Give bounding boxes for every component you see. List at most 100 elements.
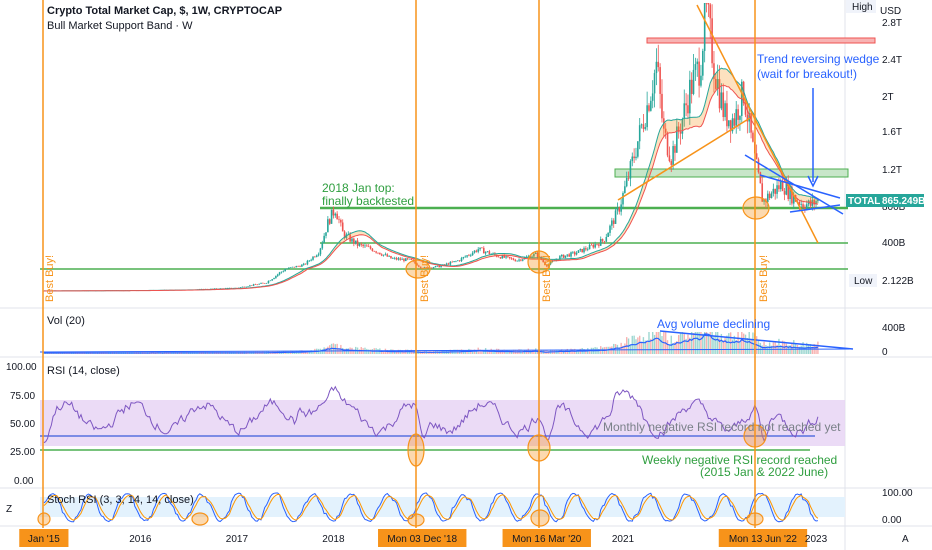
candle-body — [757, 159, 760, 173]
volume-bar — [492, 349, 494, 354]
volume-bar — [700, 332, 702, 354]
candle-body — [479, 247, 481, 250]
candle-body — [419, 266, 422, 269]
candle-body — [694, 64, 697, 70]
low-badge — [849, 274, 877, 287]
volume-bar — [728, 333, 730, 354]
candle-body — [328, 219, 331, 224]
candle-body — [570, 252, 572, 257]
candle-body — [622, 192, 624, 205]
corner-right-label[interactable]: A — [902, 534, 909, 545]
candle-body — [668, 155, 671, 162]
wedge-arrow-head — [807, 175, 819, 188]
candle-body — [700, 75, 702, 86]
volume-bar — [620, 342, 622, 354]
volume-bar — [757, 339, 760, 354]
candle-body — [568, 254, 570, 257]
corner-left-label[interactable]: Z — [6, 504, 12, 515]
candle-body — [651, 93, 654, 101]
candle-body — [696, 61, 699, 65]
candle-body — [776, 185, 778, 194]
resistance-zone-mid — [614, 168, 849, 178]
candle-body — [278, 272, 281, 275]
candle-body — [560, 254, 563, 257]
candle-body — [536, 252, 539, 258]
candle-body — [269, 280, 272, 282]
candle-body — [618, 207, 621, 212]
candle-body — [766, 193, 769, 203]
time-label-2: 2017 — [226, 534, 249, 545]
volume-bar — [705, 332, 708, 354]
candle-body — [586, 249, 589, 250]
candle-body — [739, 115, 741, 120]
candle-body — [273, 278, 275, 280]
candle-body — [343, 231, 346, 239]
volume-title: Vol (20) — [47, 315, 85, 327]
volume-bar — [716, 332, 719, 354]
candle-body — [423, 267, 426, 269]
candle-body — [722, 92, 725, 118]
candle-body — [533, 254, 535, 257]
candle-body — [787, 183, 790, 200]
candle-body — [434, 266, 437, 268]
volume-bar — [657, 332, 659, 354]
candle-body — [468, 255, 470, 256]
stoch-d-line — [43, 493, 819, 521]
volume-bar — [588, 349, 591, 354]
volume-bar — [382, 350, 385, 354]
candle-body — [397, 258, 400, 260]
candle-body — [614, 210, 617, 224]
time-label-3: 2018 — [322, 534, 345, 545]
candle-body — [547, 264, 550, 267]
candle-body — [559, 256, 561, 260]
volume-bar — [629, 344, 632, 354]
candle-body — [250, 285, 253, 286]
candle-body — [262, 282, 264, 284]
volume-bar — [683, 332, 685, 354]
rsi-title: RSI (14, close) — [47, 365, 120, 377]
volume-bar — [507, 350, 509, 354]
candle-body — [408, 258, 411, 260]
candle-body — [637, 141, 639, 157]
volume-bar — [644, 340, 646, 354]
stoch-title: Stoch RSI (3, 3, 14, 14, close) — [47, 494, 194, 506]
candle-body — [501, 255, 504, 259]
candle-body — [247, 286, 249, 287]
candle-body — [735, 109, 738, 126]
candle-body — [431, 267, 433, 269]
time-label-highlight-bg — [378, 529, 467, 547]
candle-body — [239, 287, 242, 288]
volume-bar — [466, 350, 468, 354]
candle-body — [371, 248, 374, 252]
candle-body — [551, 260, 554, 262]
candle-body — [464, 256, 467, 258]
volume-bar — [702, 333, 704, 354]
candle-body — [341, 222, 344, 232]
candle-body — [360, 243, 363, 245]
candle-body — [815, 201, 817, 205]
candle-body — [249, 285, 251, 287]
volume-bar — [369, 349, 372, 354]
volume-bar — [726, 335, 728, 354]
volume-bar — [614, 344, 617, 354]
candle-body — [702, 50, 704, 76]
candle-body — [549, 261, 552, 265]
resistance-zone-top — [646, 37, 876, 44]
candle-body — [319, 248, 322, 255]
candle-body — [715, 78, 717, 89]
candle-body — [393, 257, 396, 259]
volume-bar — [618, 347, 620, 354]
candle-body — [770, 193, 773, 199]
last-value-label: 865.249B — [882, 196, 925, 207]
volume-bar — [522, 350, 524, 354]
time-label-highlight-bg — [502, 529, 591, 547]
volume-bar — [696, 332, 698, 354]
candle-body — [414, 261, 416, 264]
volume-bar — [735, 340, 737, 354]
candle-body — [653, 73, 656, 94]
candle-body — [542, 259, 544, 262]
candle-body — [625, 178, 628, 187]
candle-body — [577, 250, 580, 253]
best-buy-label-2018: Best Buy! — [419, 255, 431, 302]
